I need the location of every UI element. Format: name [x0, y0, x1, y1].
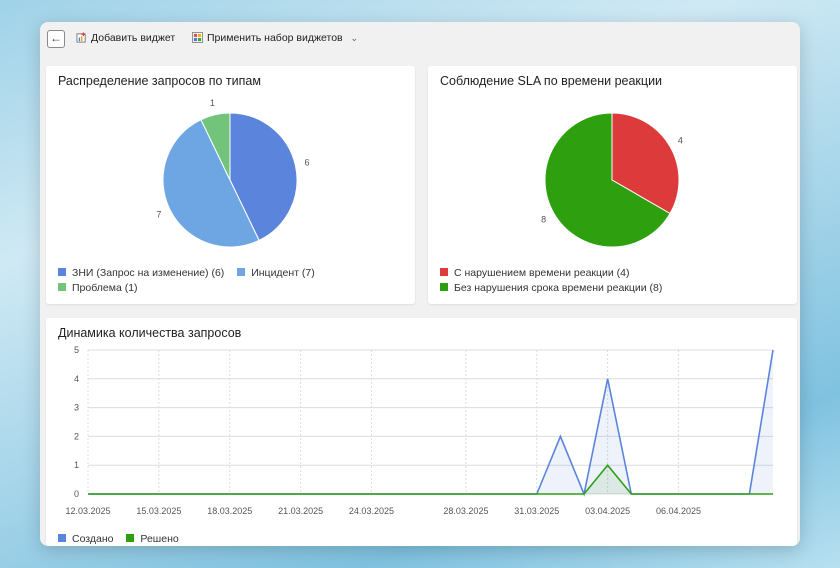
- pie-slice-0[interactable]: [611, 112, 680, 215]
- pie-slice-label: 8: [541, 215, 546, 225]
- legend: С нарушением времени реакции (4) Без нар…: [440, 266, 672, 296]
- pie-slice-label: 6: [305, 157, 310, 167]
- y-tick-label: 3: [74, 403, 79, 413]
- back-button[interactable]: ←: [47, 30, 65, 48]
- legend-item-violated[interactable]: С нарушением времени реакции (4): [440, 266, 630, 281]
- legend-item-created[interactable]: Создано: [58, 532, 114, 546]
- series-line-1[interactable]: [88, 463, 773, 495]
- pie-slice-1[interactable]: [162, 118, 260, 248]
- line-chart-requests: 0 1 2 3 4 5 12.03.2025 15.03.2025 18.03.2025 21.0…: [65, 346, 774, 516]
- arrow-left-icon: ←: [50, 31, 62, 45]
- legend-swatch: [58, 534, 66, 542]
- pie-slice-2[interactable]: [200, 112, 231, 181]
- x-tick-label: 18.03.2025: [207, 506, 252, 516]
- series-area-0: [88, 350, 773, 494]
- legend-label: Создано: [72, 533, 114, 545]
- y-tick-label: 1: [74, 460, 79, 470]
- legend-label: ЗНИ (Запрос на изменение) (6): [72, 267, 225, 279]
- pie-chart-request-types: 6 7 1: [156, 98, 310, 248]
- x-tick-label: 31.03.2025: [514, 506, 559, 516]
- legend-label: Решено: [140, 533, 179, 545]
- x-tick-label: 03.04.2025: [585, 506, 630, 516]
- line-card-requests-dynamics: Динамика количества запросов 0 1 2 3 4 5 12.03…: [46, 318, 797, 546]
- legend-item-problem[interactable]: Проблема (1): [58, 281, 138, 296]
- add-widget-label: Добавить виджет: [91, 32, 176, 44]
- toolbar: ← Добавить виджет Применить набор виджет…: [40, 22, 800, 58]
- series-area-1: [88, 465, 773, 494]
- pie-slice-0[interactable]: [229, 112, 298, 242]
- legend-label: Без нарушения срока времени реакции (8): [454, 282, 663, 294]
- dashboard-window: ← Добавить виджет Применить набор виджет…: [40, 22, 800, 546]
- legend-swatch: [440, 283, 448, 291]
- pie-card-request-types: Распределение запросов по типам 6 7 1 ЗНИ …: [46, 66, 415, 304]
- y-tick-label: 0: [74, 489, 79, 499]
- pie-slice-1[interactable]: [544, 112, 671, 248]
- legend-swatch: [58, 283, 66, 291]
- legend: Создано Решено: [58, 532, 189, 546]
- x-tick-label: 28.03.2025: [443, 506, 488, 516]
- y-tick-label: 4: [74, 374, 79, 384]
- legend-item-zni[interactable]: ЗНИ (Запрос на изменение) (6): [58, 266, 224, 281]
- pie-chart-sla: 48: [541, 112, 683, 248]
- legend-label: Проблема (1): [72, 282, 138, 294]
- pie-slice-label: 4: [678, 136, 683, 146]
- legend-item-resolved[interactable]: Решено: [126, 532, 179, 546]
- widget-set-icon: [192, 32, 203, 43]
- legend-label: Инцидент (7): [251, 267, 315, 279]
- apply-widget-set-label: Применить набор виджетов: [207, 32, 343, 44]
- card-title: Динамика количества запросов: [58, 326, 242, 340]
- legend-label: С нарушением времени реакции (4): [454, 267, 630, 279]
- add-widget-icon: [76, 32, 86, 43]
- pie-slice-label: 1: [210, 98, 215, 108]
- legend-swatch: [237, 268, 246, 276]
- card-title: Распределение запросов по типам: [58, 74, 261, 88]
- series-line-0[interactable]: [88, 349, 774, 497]
- x-tick-label: 24.03.2025: [349, 506, 394, 516]
- apply-widget-set-button[interactable]: Применить набор виджетов ⌄: [192, 32, 358, 44]
- add-widget-button[interactable]: Добавить виджет: [76, 32, 175, 44]
- x-tick-label: 06.04.2025: [656, 506, 701, 516]
- x-tick-label: 12.03.2025: [65, 506, 110, 516]
- legend-swatch: [440, 268, 448, 276]
- y-tick-label: 2: [74, 431, 79, 441]
- legend-item-incident[interactable]: Инцидент (7): [237, 266, 315, 281]
- x-tick-label: 15.03.2025: [136, 506, 181, 516]
- legend-item-not-violated[interactable]: Без нарушения срока времени реакции (8): [440, 281, 662, 296]
- x-tick-label: 21.03.2025: [278, 506, 323, 516]
- legend-swatch: [58, 268, 66, 276]
- card-title: Соблюдение SLA по времени реакции: [440, 74, 663, 88]
- chevron-down-icon: ⌄: [350, 33, 359, 43]
- legend-swatch: [126, 534, 135, 542]
- legend: ЗНИ (Запрос на изменение) (6) Инцидент (…: [58, 266, 325, 296]
- pie-slice-label: 7: [156, 209, 161, 219]
- y-tick-label: 5: [74, 346, 79, 355]
